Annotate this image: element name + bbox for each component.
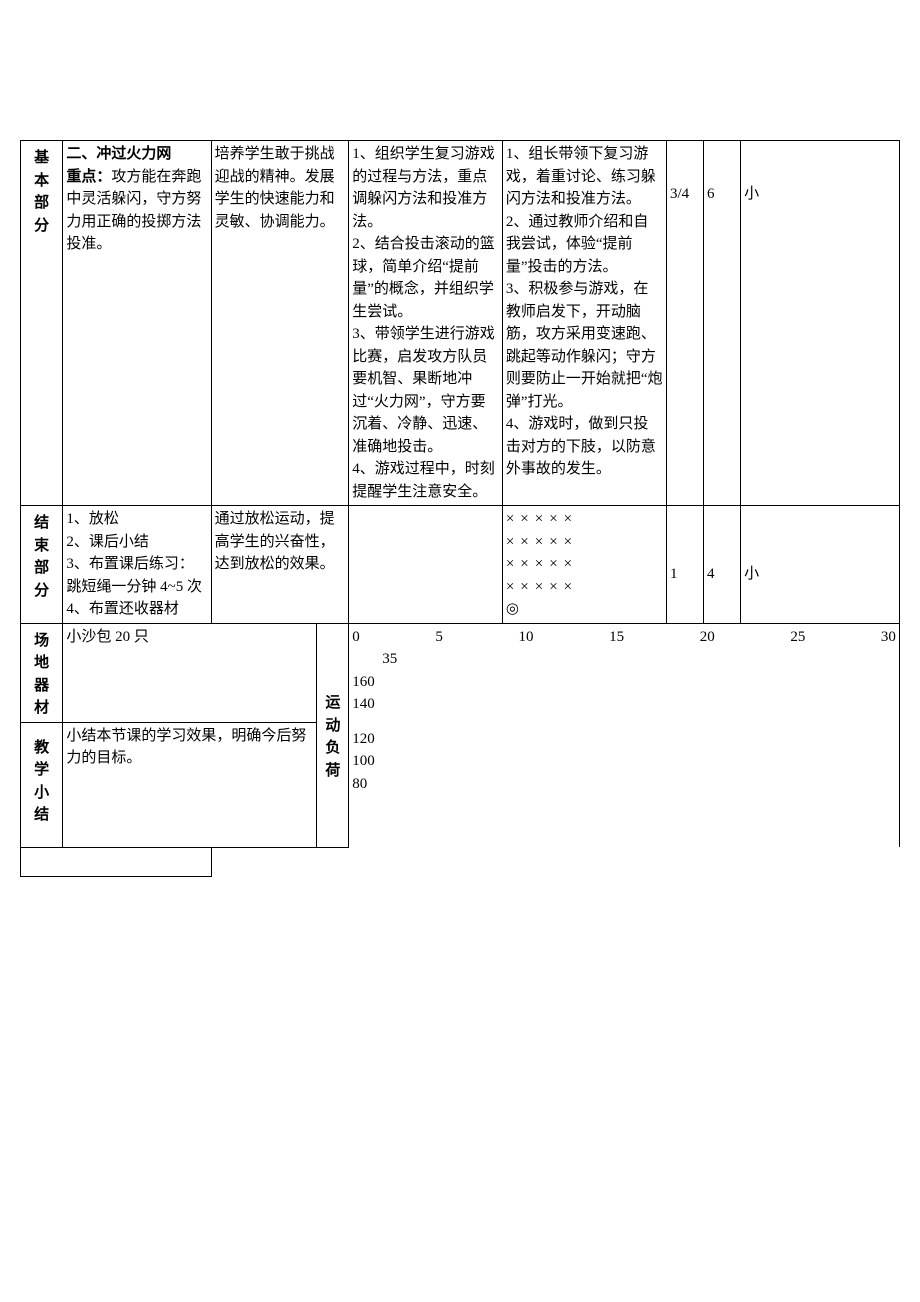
end-intensity: 小 xyxy=(741,506,900,624)
label-char: 基 xyxy=(24,147,59,170)
formation-row: ××××× xyxy=(506,553,663,576)
equipment-row: 场 地 器 材 小沙包 20 只 运 动 负 荷 0 5 10 15 20 25… xyxy=(21,623,900,722)
x-tick: 5 xyxy=(435,626,443,649)
label-char: 部 xyxy=(24,192,59,215)
section-end-label: 结 束 部 分 xyxy=(21,506,63,624)
label-char: 结 xyxy=(24,512,59,535)
load-x-axis: 0 5 10 15 20 25 30 xyxy=(352,626,896,649)
x-tick: 30 xyxy=(881,626,896,649)
end-item: 3、布置课后练习：跳短绳一分钟 4~5 次 xyxy=(66,553,207,598)
y-tick: 80 xyxy=(352,773,896,796)
y-tick: 140 xyxy=(352,693,896,716)
end-objective: 通过放松运动，提高学生的兴奋性，达到放松的效果。 xyxy=(211,506,349,624)
trailing-cell-rest xyxy=(317,847,900,876)
section-basic-row: 基 本 部 分 二、冲过火力网 重点：攻方能在奔跑中灵活躲闪，守方努力用正确的投… xyxy=(21,141,900,506)
end-teacher-activity xyxy=(349,506,503,624)
label-char: 地 xyxy=(24,652,59,675)
student-item: 2、通过教师介绍和自我尝试，体验“提前量”投击的方法。 xyxy=(506,211,663,279)
equipment-text: 小沙包 20 只 xyxy=(66,629,149,645)
label-char: 负 xyxy=(320,737,345,760)
label-char: 小 xyxy=(24,782,59,805)
label-char: 学 xyxy=(24,759,59,782)
x-extra: 35 xyxy=(352,648,896,671)
label-char: 材 xyxy=(24,697,59,720)
label-char: 分 xyxy=(24,580,59,603)
section-basic-label: 基 本 部 分 xyxy=(21,141,63,506)
formation-teacher-mark: ◎ xyxy=(506,598,663,621)
teacher-item: 1、组织学生复习游戏的过程与方法，重点调躲闪方法和投准方法。 xyxy=(352,143,499,233)
end-content-col1: 1、放松 2、课后小结 3、布置课后练习：跳短绳一分钟 4~5 次 4、布置还收… xyxy=(63,506,211,624)
lesson-plan-table: 基 本 部 分 二、冲过火力网 重点：攻方能在奔跑中灵活躲闪，守方努力用正确的投… xyxy=(20,140,900,877)
end-minutes-val: 4 xyxy=(707,566,715,582)
formation-row: ××××× xyxy=(506,531,663,554)
end-item: 4、布置还收器材 xyxy=(66,598,207,621)
label-char: 场 xyxy=(24,630,59,653)
equipment-label: 场 地 器 材 xyxy=(21,623,63,722)
teacher-item: 3、带领学生进行游戏比赛，启发攻方队员要机智、果断地冲过“火力网”，守方要沉着、… xyxy=(352,323,499,458)
label-char: 运 xyxy=(320,692,345,715)
student-item: 4、游戏时，做到只投击对方的下肢，以防意外事故的发生。 xyxy=(506,413,663,481)
end-intensity-val: 小 xyxy=(744,566,759,582)
student-item: 1、组长带领下复习游戏，着重讨论、练习躲闪方法和投准方法。 xyxy=(506,143,663,211)
basic-minutes-val: 6 xyxy=(707,186,715,202)
basic-minutes: 6 xyxy=(704,141,741,506)
load-label: 运 动 负 荷 xyxy=(317,623,349,847)
end-times: 1 xyxy=(666,506,703,624)
y-tick: 160 xyxy=(352,671,896,694)
basic-objective: 培养学生敢于挑战迎战的精神。发展学生的快速能力和灵敏、协调能力。 xyxy=(211,141,349,506)
basic-objective-text: 培养学生敢于挑战迎战的精神。发展学生的快速能力和灵敏、协调能力。 xyxy=(215,146,335,230)
basic-times-val: 3/4 xyxy=(670,186,689,202)
end-formation: ××××× ××××× ××××× ××××× ◎ xyxy=(502,506,666,624)
trailing-cell-left xyxy=(21,847,212,876)
end-item: 2、课后小结 xyxy=(66,531,207,554)
label-char: 器 xyxy=(24,675,59,698)
keypoint-label: 重点： xyxy=(66,169,111,185)
label-char: 结 xyxy=(24,804,59,827)
end-times-val: 1 xyxy=(670,566,678,582)
end-item: 1、放松 xyxy=(66,508,207,531)
section-end-row: 结 束 部 分 1、放松 2、课后小结 3、布置课后练习：跳短绳一分钟 4~5 … xyxy=(21,506,900,624)
basic-intensity: 小 xyxy=(741,141,900,506)
formation-row: ××××× xyxy=(506,508,663,531)
end-objective-text: 通过放松运动，提高学生的兴奋性，达到放松的效果。 xyxy=(215,511,335,572)
label-char: 荷 xyxy=(320,760,345,783)
x-tick: 15 xyxy=(609,626,624,649)
summary-label: 教 学 小 结 xyxy=(21,722,63,847)
basic-times: 3/4 xyxy=(666,141,703,506)
x-tick: 0 xyxy=(352,626,360,649)
label-char: 教 xyxy=(24,737,59,760)
basic-teacher-activity: 1、组织学生复习游戏的过程与方法，重点调躲闪方法和投准方法。 2、结合投击滚动的… xyxy=(349,141,503,506)
y-tick: 100 xyxy=(352,750,896,773)
basic-intensity-val: 小 xyxy=(744,186,759,202)
basic-content-col1: 二、冲过火力网 重点：攻方能在奔跑中灵活躲闪，守方努力用正确的投掷方法投准。 xyxy=(63,141,211,506)
x-tick: 10 xyxy=(518,626,533,649)
equipment-text-cell: 小沙包 20 只 xyxy=(63,623,317,722)
label-char: 分 xyxy=(24,215,59,238)
x-tick: 25 xyxy=(790,626,805,649)
load-y-axis: 160 140 120 100 80 xyxy=(352,671,896,796)
basic-title: 二、冲过火力网 xyxy=(66,146,171,162)
end-minutes: 4 xyxy=(704,506,741,624)
label-char: 束 xyxy=(24,535,59,558)
student-item: 3、积极参与游戏，在教师启发下，开动脑筋，攻方采用变速跑、跳起等动作躲闪；守方则… xyxy=(506,278,663,413)
label-char: 部 xyxy=(24,557,59,580)
teacher-item: 4、游戏过程中，时刻提醒学生注意安全。 xyxy=(352,458,499,503)
formation-row: ××××× xyxy=(506,576,663,599)
x-tick: 20 xyxy=(700,626,715,649)
label-char: 本 xyxy=(24,170,59,193)
summary-text: 小结本节课的学习效果，明确今后努力的目标。 xyxy=(66,728,306,767)
trailing-row xyxy=(21,847,900,876)
load-chart-area: 0 5 10 15 20 25 30 35 160 140 120 100 80 xyxy=(349,623,900,847)
trailing-cell-gap xyxy=(211,847,317,876)
label-char: 动 xyxy=(320,715,345,738)
summary-text-cell: 小结本节课的学习效果，明确今后努力的目标。 xyxy=(63,722,317,847)
y-tick: 120 xyxy=(352,728,896,751)
teacher-item: 2、结合投击滚动的篮球，简单介绍“提前量”的概念，并组织学生尝试。 xyxy=(352,233,499,323)
basic-student-activity: 1、组长带领下复习游戏，着重讨论、练习躲闪方法和投准方法。 2、通过教师介绍和自… xyxy=(502,141,666,506)
